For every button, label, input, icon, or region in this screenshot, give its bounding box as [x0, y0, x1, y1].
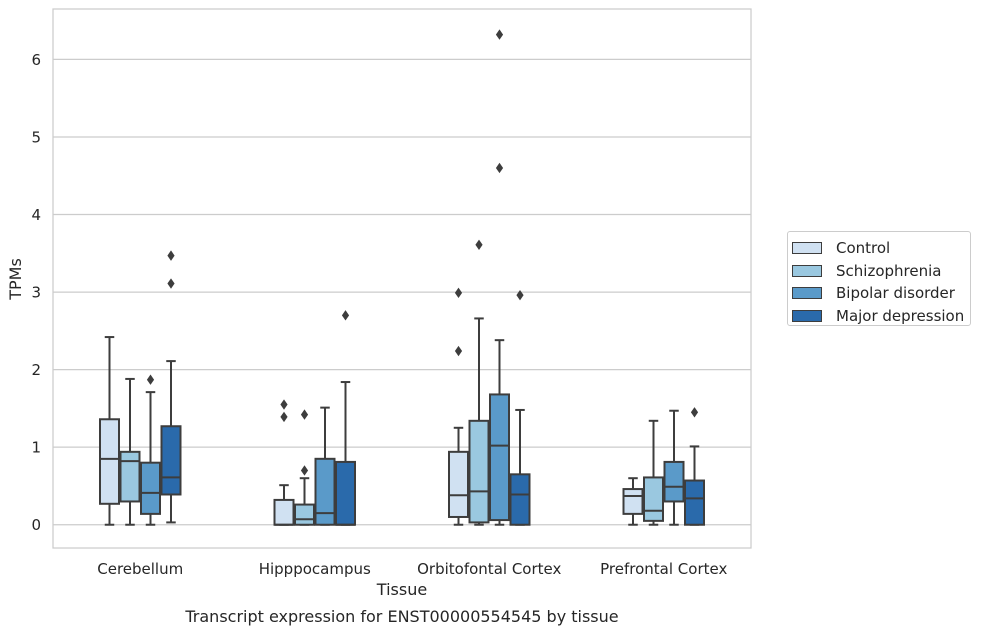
- box-group: [684, 407, 705, 526]
- box-group: [119, 377, 141, 526]
- outlier-point: [454, 345, 463, 357]
- y-tick-label: 3: [31, 284, 41, 302]
- box-rect: [294, 503, 315, 526]
- box-group: [335, 310, 356, 526]
- legend-swatch-schizophrenia: [792, 264, 822, 277]
- outlier-point: [280, 399, 288, 410]
- box-rect: [335, 460, 356, 526]
- legend: Control Schizophrenia Bipolar disorder M…: [787, 231, 971, 326]
- legend-label-major-depression: Major depression: [836, 306, 965, 325]
- box-rect: [643, 476, 664, 522]
- y-tick-label: 6: [31, 51, 41, 69]
- box-rect: [448, 450, 469, 518]
- outlier-point: [516, 289, 524, 301]
- x-tick-label: Orbitofontal Cortex: [417, 560, 561, 578]
- outlier-point: [495, 162, 504, 174]
- box-group: [622, 477, 644, 526]
- box-rect: [273, 498, 295, 526]
- box-group: [663, 409, 685, 526]
- x-tick-labels: Cerebellum Hipppocampus Orbitofontal Corte…: [97, 560, 727, 578]
- box-rect: [99, 418, 120, 505]
- legend-swatch-bipolar-disorder: [792, 287, 822, 300]
- outlier-point: [454, 287, 463, 299]
- y-tick-label: 5: [31, 128, 41, 146]
- box-layer: [99, 29, 705, 526]
- outlier-point: [690, 407, 699, 418]
- box-group: [643, 419, 664, 526]
- legend-swatch-major-depression: [792, 309, 822, 322]
- legend-item-control: Control: [788, 237, 970, 260]
- box-rect: [663, 460, 685, 503]
- y-tick-label: 2: [31, 361, 41, 379]
- x-tick-label: Hipppocampus: [259, 560, 371, 578]
- legend-item-schizophrenia: Schizophrenia: [788, 260, 970, 283]
- outlier-point: [300, 465, 309, 476]
- y-axis-label: TPMs: [6, 258, 25, 301]
- legend-item-major-depression: Major depression: [788, 305, 970, 328]
- box-group: [160, 250, 182, 524]
- y-tick-labels: 0 1 2 3 4 5 6: [31, 51, 41, 534]
- plot-frame: [52, 8, 752, 549]
- box-group: [448, 287, 469, 526]
- chart-title: Transcript expression for ENST0000055454…: [184, 607, 618, 626]
- box-rect: [119, 450, 141, 503]
- outlier-point: [475, 239, 483, 250]
- box-rect: [160, 425, 182, 496]
- x-tick-label: Prefrontal Cortex: [600, 560, 727, 578]
- box-group: [99, 336, 120, 526]
- y-tick-label: 1: [31, 439, 41, 457]
- legend-label-schizophrenia: Schizophrenia: [836, 261, 942, 280]
- box-group: [273, 399, 295, 526]
- x-tick-label: Cerebellum: [97, 560, 183, 578]
- legend-swatch-control: [792, 242, 822, 255]
- y-tick-label: 4: [31, 206, 41, 224]
- outlier-point: [167, 278, 175, 289]
- box-rect: [468, 419, 490, 524]
- box-group: [509, 289, 531, 526]
- legend-item-bipolar-disorder: Bipolar disorder: [788, 282, 970, 305]
- outlier-point: [146, 374, 155, 385]
- box-rect: [489, 393, 510, 522]
- legend-label-bipolar-disorder: Bipolar disorder: [836, 284, 955, 303]
- box-group: [140, 374, 161, 526]
- box-rect: [622, 488, 644, 515]
- box-group: [314, 406, 336, 526]
- grid-layer: [53, 58, 751, 526]
- box-group: [468, 239, 490, 526]
- box-rect: [314, 457, 336, 526]
- outlier-point: [300, 409, 309, 420]
- outlier-point: [167, 250, 175, 261]
- y-tick-label: 0: [31, 516, 41, 534]
- box-group: [489, 29, 510, 526]
- box-group: [294, 409, 315, 526]
- legend-label-control: Control: [836, 239, 891, 258]
- outlier-point: [495, 29, 504, 40]
- x-axis-label: Tissue: [376, 580, 427, 599]
- box-rect: [509, 473, 531, 526]
- box-rect: [140, 461, 161, 515]
- outlier-point: [280, 411, 288, 423]
- outlier-point: [341, 310, 350, 321]
- box-rect: [684, 479, 705, 526]
